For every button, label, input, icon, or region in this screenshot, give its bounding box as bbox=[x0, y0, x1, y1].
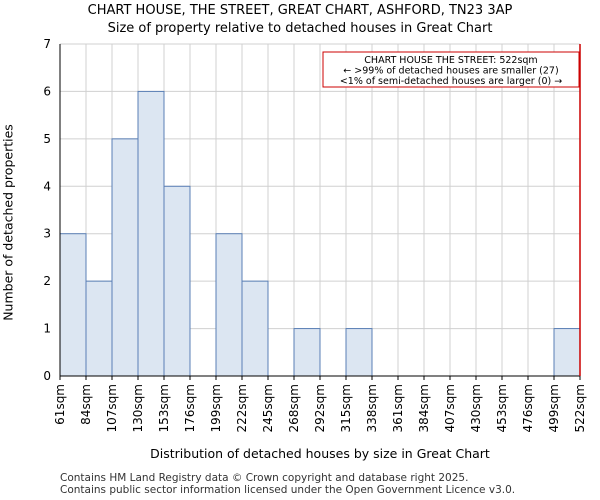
y-tick-label: 0 bbox=[43, 369, 51, 383]
x-tick-label: 522sqm bbox=[573, 384, 587, 432]
histogram-bar bbox=[163, 185, 191, 377]
histogram-bar bbox=[345, 328, 373, 377]
x-tick-label: 407sqm bbox=[443, 384, 457, 432]
x-tick-label: 199sqm bbox=[209, 384, 223, 432]
x-tick-label: 245sqm bbox=[261, 384, 275, 432]
footer-line-1: Contains HM Land Registry data © Crown c… bbox=[60, 472, 469, 484]
x-tick-label: 338sqm bbox=[365, 384, 379, 432]
histogram-bar bbox=[85, 280, 113, 377]
y-tick-label: 4 bbox=[43, 179, 51, 193]
histogram-bar bbox=[111, 138, 139, 377]
chart-title: CHART HOUSE, THE STREET, GREAT CHART, AS… bbox=[87, 3, 513, 18]
annotation-line-3: <1% of semi-detached houses are larger (… bbox=[340, 76, 562, 87]
x-tick-label: 499sqm bbox=[547, 384, 561, 432]
x-tick-label: 84sqm bbox=[79, 384, 93, 425]
y-tick-label: 1 bbox=[43, 322, 51, 336]
y-tick-label: 6 bbox=[43, 84, 51, 98]
x-tick-label: 130sqm bbox=[131, 384, 145, 432]
x-tick-label: 268sqm bbox=[287, 384, 301, 432]
y-tick-label: 3 bbox=[43, 227, 51, 241]
histogram-bar bbox=[553, 328, 581, 377]
x-tick-label: 61sqm bbox=[53, 384, 67, 425]
x-tick-label: 384sqm bbox=[417, 384, 431, 432]
histogram-bar bbox=[215, 233, 243, 377]
x-tick-label: 430sqm bbox=[469, 384, 483, 432]
histogram-bar bbox=[137, 90, 165, 377]
x-tick-label: 476sqm bbox=[521, 384, 535, 432]
x-axis-label: Distribution of detached houses by size … bbox=[150, 446, 490, 461]
x-tick-label: 315sqm bbox=[339, 384, 353, 432]
histogram-bar bbox=[293, 328, 321, 377]
footer-line-2: Contains public sector information licen… bbox=[60, 484, 516, 496]
annotation-box bbox=[322, 51, 580, 88]
x-tick-label: 107sqm bbox=[105, 384, 119, 432]
y-axis-label: Number of detached properties bbox=[0, 124, 16, 321]
histogram-bar bbox=[59, 233, 87, 377]
chart-subtitle: Size of property relative to detached ho… bbox=[107, 21, 493, 36]
histogram-bar bbox=[241, 280, 269, 377]
x-tick-label: 222sqm bbox=[235, 384, 249, 432]
y-tick-label: 5 bbox=[43, 132, 51, 146]
y-tick-label: 7 bbox=[43, 37, 51, 51]
x-tick-label: 292sqm bbox=[313, 384, 327, 432]
y-tick-label: 2 bbox=[43, 274, 51, 288]
x-tick-label: 153sqm bbox=[157, 384, 171, 432]
annotation-line-1: CHART HOUSE THE STREET: 522sqm bbox=[364, 55, 537, 66]
x-tick-label: 453sqm bbox=[495, 384, 509, 432]
x-tick-label: 361sqm bbox=[391, 384, 405, 432]
annotation-line-2: ← >99% of detached houses are smaller (2… bbox=[343, 66, 558, 77]
x-tick-label: 176sqm bbox=[183, 384, 197, 432]
